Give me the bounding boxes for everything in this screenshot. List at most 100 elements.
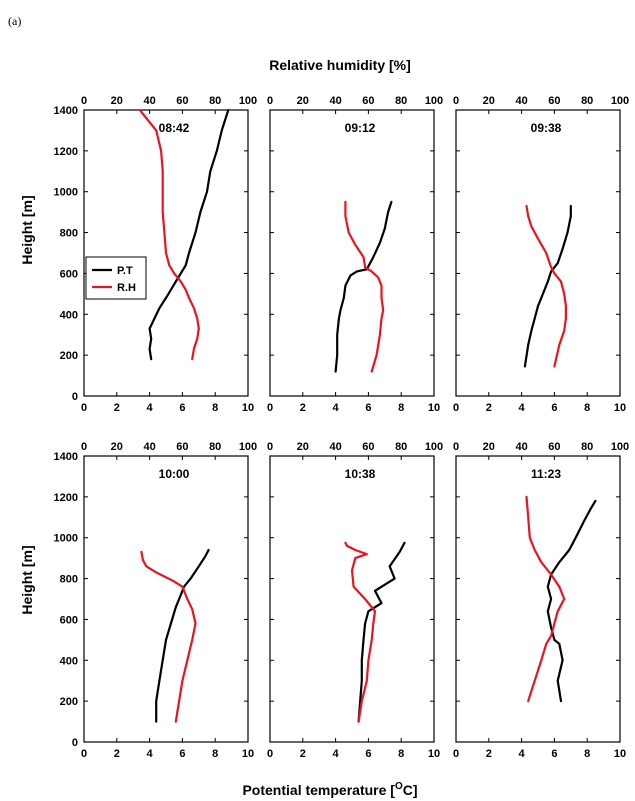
x2-tick-label: 80 [209, 95, 221, 107]
panel-title: 10:00 [159, 467, 190, 481]
x2-tick-label: 20 [111, 95, 123, 107]
x-tick-label: 4 [147, 402, 154, 414]
bottom-axis-title: Potential temperature [OC] [242, 781, 417, 798]
x-tick-label: 10 [614, 748, 626, 760]
x-tick-label: 6 [365, 748, 371, 760]
x2-tick-label: 40 [515, 95, 527, 107]
legend-box [85, 256, 147, 300]
x2-tick-label: 60 [362, 441, 374, 453]
potential-temperature-line [148, 108, 230, 361]
x-tick-label: 10 [242, 402, 254, 414]
x-tick-label: 0 [453, 402, 459, 414]
y-tick-label: 1000 [54, 187, 78, 199]
relative-humidity-line [525, 495, 566, 703]
x2-tick-label: 100 [425, 95, 443, 107]
panel-title: 08:42 [159, 121, 190, 135]
potential-temperature-line [334, 200, 393, 373]
x-tick-label: 2 [114, 402, 120, 414]
plot-frame [83, 455, 249, 743]
bottom-axis-title-end: C] [403, 782, 418, 798]
x-tick-label: 10 [614, 402, 626, 414]
x2-tick-label: 40 [329, 441, 341, 453]
x-tick-label: 6 [365, 402, 371, 414]
x-tick-label: 2 [300, 748, 306, 760]
plot-frame [269, 455, 435, 743]
top-axis-title: Relative humidity [%] [269, 57, 411, 73]
x-tick-label: 0 [453, 748, 459, 760]
x2-tick-label: 60 [176, 95, 188, 107]
y-tick-label: 400 [60, 655, 78, 667]
x2-tick-label: 100 [611, 441, 629, 453]
figure-label: (a) [8, 14, 21, 28]
y-tick-label: 0 [72, 391, 78, 403]
panel-4: 0 2 4 6 8 100 20 40 60 80 100020040060080010001200… [54, 441, 258, 760]
relative-humidity-line [140, 550, 197, 723]
panel-title: 10:38 [345, 467, 376, 481]
x-tick-label: 2 [300, 402, 306, 414]
x2-tick-label: 0 [81, 95, 87, 107]
x-tick-label: 8 [584, 748, 590, 760]
x2-tick-label: 0 [81, 441, 87, 453]
x2-tick-label: 0 [453, 441, 459, 453]
x2-tick-label: 0 [267, 95, 273, 107]
x-tick-label: 0 [81, 402, 87, 414]
x2-tick-label: 80 [209, 441, 221, 453]
x2-tick-label: 60 [548, 441, 560, 453]
x2-tick-label: 20 [297, 441, 309, 453]
x2-tick-label: 60 [176, 441, 188, 453]
panels: 0 2 4 6 8 100 20 40 60 80 100020040060080010001200… [54, 95, 630, 760]
x-tick-label: 2 [114, 748, 120, 760]
legend-label: P.T [117, 265, 133, 277]
x-tick-label: 8 [398, 402, 404, 414]
x-tick-label: 4 [333, 748, 340, 760]
y-tick-label: 600 [60, 614, 78, 626]
x2-tick-label: 80 [581, 95, 593, 107]
x-tick-label: 6 [179, 748, 185, 760]
plot-frame [83, 109, 249, 397]
x-tick-label: 2 [486, 748, 492, 760]
relative-humidity-line [344, 200, 385, 373]
x2-tick-label: 20 [111, 441, 123, 453]
x2-tick-label: 40 [143, 95, 155, 107]
x-tick-label: 6 [179, 402, 185, 414]
y-axis-title-bottom-row: Height [m] [19, 545, 35, 614]
x-tick-label: 8 [212, 748, 218, 760]
x2-tick-label: 100 [611, 95, 629, 107]
x2-tick-label: 80 [581, 441, 593, 453]
x-tick-label: 10 [428, 402, 440, 414]
potential-temperature-line [523, 204, 572, 368]
x-tick-label: 8 [398, 748, 404, 760]
x-tick-label: 4 [147, 748, 154, 760]
x-tick-label: 4 [519, 748, 526, 760]
x-tick-label: 0 [267, 402, 273, 414]
x-tick-label: 4 [519, 402, 526, 414]
x-tick-label: 6 [551, 748, 557, 760]
relative-humidity-line [525, 204, 567, 368]
panel-title: 09:38 [531, 121, 562, 135]
potential-temperature-line [357, 541, 406, 723]
potential-temperature-line [155, 548, 210, 723]
x-tick-label: 10 [428, 748, 440, 760]
x2-tick-label: 40 [329, 95, 341, 107]
y-tick-label: 800 [60, 228, 78, 240]
x-tick-label: 4 [333, 402, 340, 414]
x-tick-label: 8 [212, 402, 218, 414]
y-axis-title-top-row: Height [m] [19, 195, 35, 264]
y-tick-label: 800 [60, 574, 78, 586]
x2-tick-label: 40 [515, 441, 527, 453]
y-tick-label: 600 [60, 268, 78, 280]
panel-title: 09:12 [345, 121, 376, 135]
x-tick-label: 10 [242, 748, 254, 760]
x2-tick-label: 20 [483, 441, 495, 453]
relative-humidity-line [344, 541, 377, 723]
y-tick-label: 1000 [54, 533, 78, 545]
bottom-axis-title-sup: O [395, 781, 403, 792]
panel-1: 0 2 4 6 8 100 20 40 60 80 100020040060080010001200… [54, 95, 258, 414]
x2-tick-label: 60 [362, 95, 374, 107]
plot-frame [455, 109, 621, 397]
